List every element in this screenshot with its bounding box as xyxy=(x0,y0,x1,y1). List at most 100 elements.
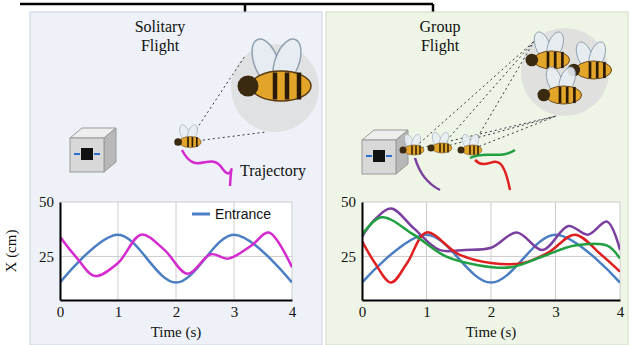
series-line xyxy=(362,217,620,268)
tick: 25 xyxy=(39,249,60,265)
panel-title: SolitaryFlight xyxy=(135,18,186,55)
tick-label: 2 xyxy=(173,304,181,320)
tick: 2 xyxy=(173,300,181,320)
bee xyxy=(458,133,483,155)
grid xyxy=(362,202,620,300)
grid-line-x xyxy=(292,202,293,300)
bee-stripe xyxy=(415,146,417,155)
bee-stripe xyxy=(411,146,413,155)
x-axis: 01234 xyxy=(359,300,625,320)
entrance-arrow xyxy=(74,153,100,155)
illustration xyxy=(362,28,612,190)
grid-line-x xyxy=(620,202,621,300)
bee-stripe xyxy=(297,73,302,100)
hive-box xyxy=(362,130,408,174)
grid-line-x xyxy=(60,202,61,300)
bee-head xyxy=(458,147,465,154)
tick-label: 25 xyxy=(341,249,356,265)
grid xyxy=(60,202,292,300)
y-axis: 25 50 xyxy=(39,194,61,300)
series-line xyxy=(362,235,620,283)
grid-line-y xyxy=(60,202,292,203)
bee-body xyxy=(432,143,452,153)
bee-stripe xyxy=(196,137,198,147)
figure: SolitaryFlightTrajectory012342550Time (s… xyxy=(0,0,632,345)
tick-label: 0 xyxy=(57,304,65,320)
bee-stripe xyxy=(419,146,421,155)
grid-line-y xyxy=(362,202,620,203)
box-front xyxy=(362,140,396,174)
bee-stripe xyxy=(559,87,562,103)
bee-stripe xyxy=(589,62,592,78)
bee-body xyxy=(462,145,482,155)
tick-label: 4 xyxy=(617,304,625,320)
axis-line xyxy=(61,300,293,302)
grid-line-x xyxy=(426,202,427,300)
series-line xyxy=(60,232,292,276)
tick: 3 xyxy=(552,300,560,320)
bee-stripe xyxy=(469,146,471,155)
tick: 50 xyxy=(341,194,362,210)
x-axis: 0 1 2 3 4 xyxy=(57,300,297,320)
trajectory-sketch xyxy=(182,150,232,186)
panel: SolitaryFlightTrajectory012342550Time (s… xyxy=(3,12,322,345)
bee-stripe xyxy=(273,73,278,100)
tick-label: 1 xyxy=(115,304,123,320)
bee-head xyxy=(174,138,182,146)
box-side xyxy=(104,128,116,172)
box-entrance xyxy=(81,148,93,160)
plot-background xyxy=(362,202,620,300)
bee-stripe xyxy=(547,52,550,68)
trajectory-sketch xyxy=(475,160,510,190)
grid-line-x xyxy=(362,202,363,300)
tick: 4 xyxy=(617,300,625,320)
bee-stripe xyxy=(573,87,576,103)
annotation: Trajectory xyxy=(240,162,306,180)
tick: 2 xyxy=(488,300,496,320)
zoom-line xyxy=(412,116,556,150)
bee-head xyxy=(428,145,435,152)
tick-label: 3 xyxy=(552,304,560,320)
bee-stripe xyxy=(443,144,445,153)
connector-line xyxy=(20,3,433,6)
bee-stripe xyxy=(192,137,194,147)
bee xyxy=(400,133,425,155)
axis-line xyxy=(60,203,62,301)
bee-head xyxy=(538,89,551,102)
grid-line-x xyxy=(491,202,492,300)
bee-stripe xyxy=(566,87,569,103)
hive-box xyxy=(70,128,116,172)
legend: Entrance xyxy=(192,206,271,222)
bee xyxy=(174,123,201,147)
bee-head xyxy=(238,76,259,97)
panel-background xyxy=(326,12,628,345)
tick: 3 xyxy=(231,300,239,320)
tick: 1 xyxy=(423,300,431,320)
tick-label: 25 xyxy=(39,249,54,265)
tick: 1 xyxy=(115,300,123,320)
series-line xyxy=(362,232,620,282)
tick: 50 xyxy=(39,194,60,210)
grid-line-x xyxy=(118,202,119,300)
y-axis-title: X (cm) xyxy=(3,230,20,273)
grid-line-y xyxy=(60,256,292,257)
grid-line-x xyxy=(176,202,177,300)
zoom-line xyxy=(470,41,534,150)
bee-body xyxy=(576,61,612,79)
tick: 25 xyxy=(341,249,362,265)
bee-stripe xyxy=(596,62,599,78)
zoom-line xyxy=(412,41,534,150)
bee xyxy=(526,30,570,69)
y-axis: 25 50 xyxy=(341,194,363,300)
bee xyxy=(428,131,453,153)
legend-label: Entrance xyxy=(215,206,271,222)
bee-stripe xyxy=(554,52,557,68)
bee xyxy=(538,65,582,104)
zoom-line xyxy=(440,41,534,148)
tick-label: 4 xyxy=(289,304,297,320)
tick-label: 50 xyxy=(39,194,54,210)
zoom-line xyxy=(470,116,556,150)
bee-stripe xyxy=(603,62,606,78)
tick-label: 2 xyxy=(488,304,496,320)
bee-head xyxy=(526,54,539,67)
